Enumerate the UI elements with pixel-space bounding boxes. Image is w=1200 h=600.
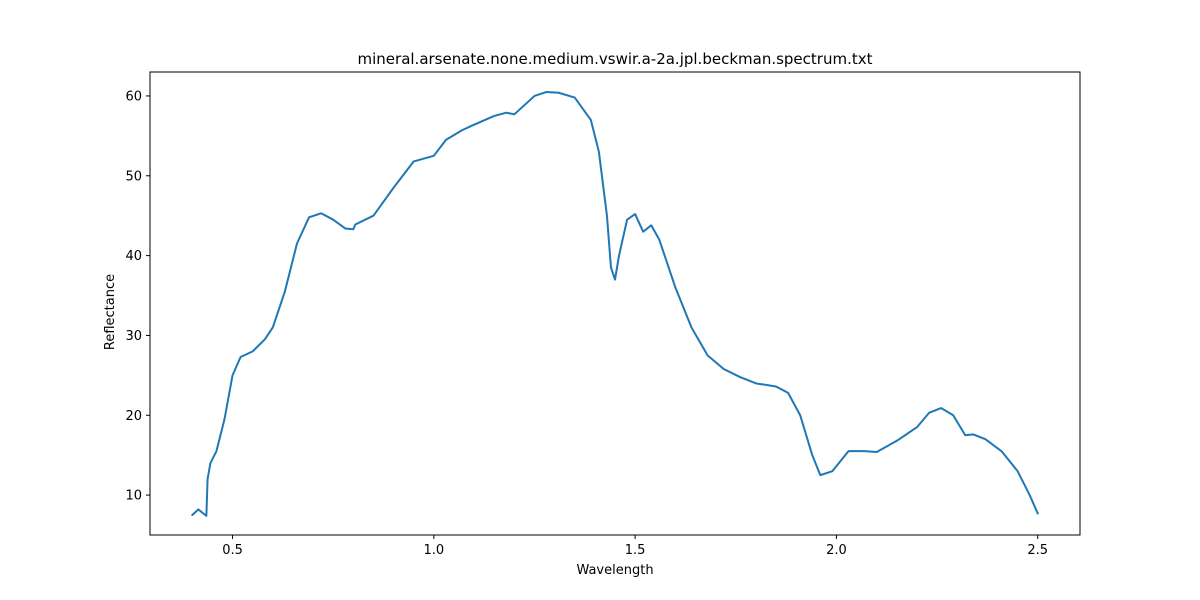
y-tick-label: 40 — [125, 249, 142, 264]
y-tick-label: 50 — [125, 169, 142, 184]
series-line-0 — [191, 90, 1039, 517]
x-tick-label: 1.0 — [423, 543, 444, 558]
x-tick-label: 0.5 — [222, 543, 243, 558]
plot-area: 0.5 1.0 1.5 2.0 2.5 10 20 30 40 50 60 — [125, 71, 1081, 558]
y-tick-label: 60 — [125, 89, 142, 104]
x-axis-label: Wavelength — [576, 563, 653, 578]
x-tick-label: 1.5 — [625, 543, 646, 558]
x-tick-label: 2.0 — [826, 543, 847, 558]
y-axis-label: Reflectance — [103, 274, 118, 350]
y-tick-label: 20 — [125, 409, 142, 424]
x-tick-label: 2.5 — [1027, 543, 1048, 558]
y-tick-label: 30 — [125, 329, 142, 344]
chart-title: mineral.arsenate.none.medium.vswir.a-2a.… — [358, 50, 873, 68]
y-tick-label: 10 — [125, 489, 142, 504]
plot-frame — [149, 71, 1081, 536]
